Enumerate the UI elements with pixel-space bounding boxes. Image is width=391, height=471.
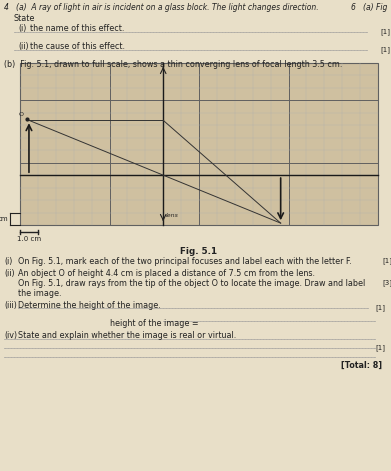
Text: (ii): (ii) xyxy=(4,269,14,278)
Text: O: O xyxy=(19,112,24,117)
Text: [1]: [1] xyxy=(382,257,391,264)
Text: [1]: [1] xyxy=(375,345,385,351)
Text: (b)  Fig. 5.1, drawn to full scale, shows a thin converging lens of focal length: (b) Fig. 5.1, drawn to full scale, shows… xyxy=(4,60,343,69)
Text: [1]: [1] xyxy=(375,305,385,311)
Text: 1.0 cm: 1.0 cm xyxy=(17,236,41,242)
Text: [1]: [1] xyxy=(380,47,390,53)
Text: Determine the height of the image.: Determine the height of the image. xyxy=(18,301,161,310)
Text: (i): (i) xyxy=(18,24,26,33)
Text: State: State xyxy=(14,14,35,23)
Text: height of the image =: height of the image = xyxy=(110,319,199,328)
Bar xyxy=(20,63,378,225)
Text: lens: lens xyxy=(166,213,179,218)
Text: (ii): (ii) xyxy=(18,42,29,51)
Text: [3]: [3] xyxy=(382,279,391,286)
Text: 6   (a) Fig: 6 (a) Fig xyxy=(351,3,387,12)
Text: Fig. 5.1: Fig. 5.1 xyxy=(180,247,217,256)
Text: An object O of height 4.4 cm is placed a distance of 7.5 cm from the lens.: An object O of height 4.4 cm is placed a… xyxy=(18,269,315,278)
Text: 4   (a)  A ray of light in air is incident on a glass block. The light changes d: 4 (a) A ray of light in air is incident … xyxy=(4,3,319,12)
Text: On Fig. 5.1, draw rays from the tip of the object O to locate the image. Draw an: On Fig. 5.1, draw rays from the tip of t… xyxy=(18,279,365,288)
Text: State and explain whether the image is real or virtual.: State and explain whether the image is r… xyxy=(18,331,236,340)
Text: [1]: [1] xyxy=(380,29,390,35)
Text: the cause of this effect.: the cause of this effect. xyxy=(30,42,125,51)
Text: On Fig. 5.1, mark each of the two principal focuses and label each with the lett: On Fig. 5.1, mark each of the two princi… xyxy=(18,257,352,266)
Text: cm: cm xyxy=(0,216,8,222)
Text: (i): (i) xyxy=(4,257,13,266)
Text: [Total: 8]: [Total: 8] xyxy=(341,361,382,370)
Text: the name of this effect.: the name of this effect. xyxy=(30,24,124,33)
Text: (iii): (iii) xyxy=(4,301,17,310)
Text: (iv): (iv) xyxy=(4,331,17,340)
Text: the image.: the image. xyxy=(18,289,61,298)
